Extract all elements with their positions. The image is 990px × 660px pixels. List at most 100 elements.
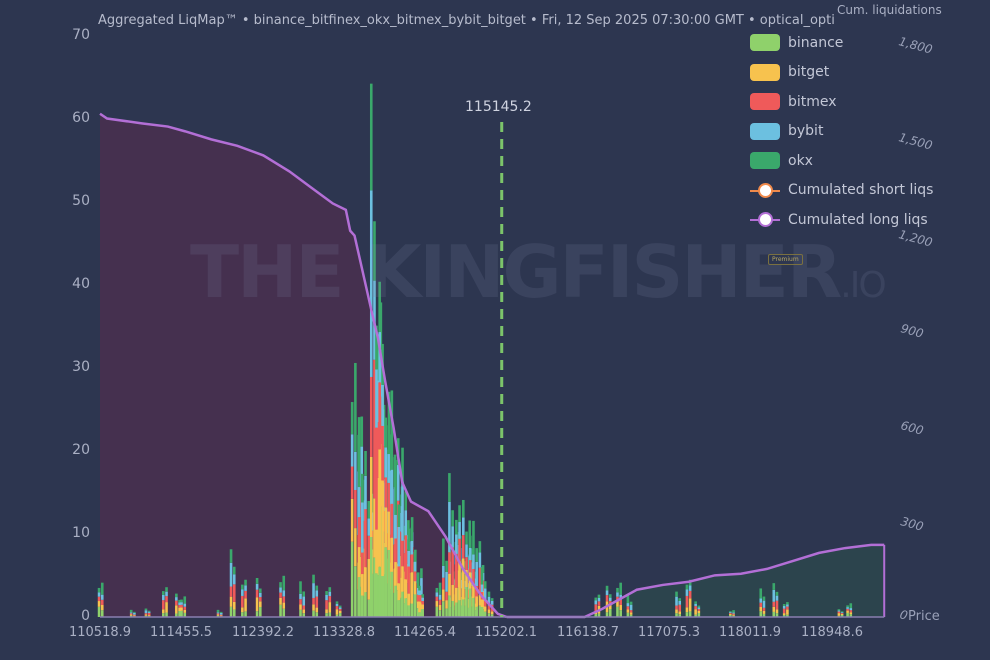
liq-bar-segment — [475, 561, 478, 587]
liq-bar-segment — [772, 601, 776, 607]
x-tick: 117075.3 — [637, 625, 701, 640]
liq-bar-segment — [373, 221, 376, 281]
liq-bar-segment — [147, 615, 151, 617]
liq-bar-segment — [472, 520, 475, 555]
liq-bar-segment — [435, 596, 439, 602]
liq-bar-segment — [688, 585, 692, 591]
liq-bar-segment — [849, 614, 853, 617]
short-line-marker-icon — [750, 182, 780, 199]
liq-bar-segment — [325, 600, 328, 610]
x-tick: 114265.4 — [393, 625, 457, 640]
liq-bar-segment — [451, 547, 454, 585]
liq-bar-segment — [594, 600, 598, 605]
liq-bar-segment — [465, 544, 468, 558]
liq-bar-segment — [413, 594, 417, 617]
liq-bar-segment — [594, 597, 598, 601]
liq-bar-segment — [442, 577, 445, 590]
liq-bar-segment — [404, 535, 408, 580]
liq-bar-segment — [608, 601, 612, 605]
liq-bar-segment — [697, 605, 701, 608]
liq-bar-segment — [759, 607, 763, 612]
liq-bar-segment — [840, 615, 844, 617]
legend-label: Cumulated long liqs — [788, 211, 928, 228]
liq-bar-segment — [357, 577, 361, 617]
liq-bar-segment — [410, 603, 414, 617]
liq-bar-segment — [175, 600, 178, 606]
liq-bar-segment — [678, 598, 682, 601]
legend-item-cumulated-short[interactable]: Cumulated short liqs — [750, 176, 933, 206]
liq-bar-segment — [369, 190, 373, 377]
liq-bar-segment — [325, 594, 328, 601]
liq-bar-segment — [244, 590, 247, 599]
liq-bar-segment — [397, 566, 401, 584]
y-left-tick: 40 — [72, 276, 90, 292]
liq-bar-segment — [445, 608, 448, 617]
liq-bar-segment — [175, 593, 178, 598]
liq-bar-segment — [478, 567, 482, 595]
liq-bar-segment — [594, 604, 598, 612]
legend-item-bitmex[interactable]: bitmex — [750, 87, 933, 117]
y-left-tick: 30 — [72, 359, 90, 375]
liq-bar-segment — [381, 480, 384, 577]
legend-item-bybit[interactable]: bybit — [750, 117, 933, 147]
liq-bar-segment — [367, 518, 371, 536]
liq-bar-segment — [369, 83, 373, 191]
liq-bar-segment — [782, 613, 786, 616]
liq-bar-segment — [616, 606, 619, 617]
liq-bar-segment — [299, 609, 302, 617]
liq-bar-segment — [762, 596, 766, 601]
liq-bar-segment — [279, 587, 282, 593]
liq-bar-segment — [282, 590, 286, 597]
liq-bar-segment — [442, 538, 445, 566]
liq-bar-segment — [338, 607, 342, 610]
liq-bar-segment — [629, 610, 633, 613]
liq-bar-segment — [465, 569, 468, 588]
x-tick: 118011.9 — [718, 625, 782, 640]
liq-bar-segment — [162, 609, 165, 614]
long-liqs-area — [100, 113, 507, 617]
liq-bar-segment — [369, 456, 373, 537]
liq-bar-segment — [458, 561, 461, 601]
liq-bar-segment — [732, 613, 735, 615]
liq-bar-segment — [455, 602, 458, 617]
liq-bar-segment — [373, 557, 376, 617]
liq-bar-segment — [232, 584, 236, 602]
liq-bar-segment — [299, 599, 302, 605]
liq-bar-segment — [216, 612, 220, 614]
liq-bar-segment — [335, 614, 339, 617]
legend-item-bitget[interactable]: bitget — [750, 58, 933, 88]
legend-item-okx[interactable]: okx — [750, 146, 933, 176]
liq-bar-segment — [435, 587, 439, 593]
liq-bar-segment — [165, 596, 168, 603]
liq-bar-segment — [597, 598, 601, 602]
liq-bar-segment — [350, 434, 354, 467]
liq-bar-segment — [605, 585, 609, 591]
liq-bar-segment — [451, 526, 454, 548]
liq-bar-segment — [849, 608, 853, 611]
legend-item-cumulated-long[interactable]: Cumulated long liqs — [750, 205, 933, 235]
liq-bar-segment — [315, 596, 319, 608]
legend-item-binance[interactable]: binance — [750, 28, 933, 58]
liq-bar-segment — [384, 547, 388, 617]
liq-bar-segment — [390, 503, 394, 538]
liq-bar-segment — [487, 605, 491, 610]
liq-bar-segment — [129, 612, 133, 614]
liq-bar-segment — [458, 538, 461, 562]
liq-bar-segment — [394, 562, 397, 586]
liq-bar-segment — [357, 517, 361, 548]
liq-bar-segment — [312, 610, 315, 617]
liq-bar-segment — [483, 600, 487, 607]
liq-bar-segment — [732, 614, 735, 616]
liq-bar-segment — [418, 590, 421, 596]
liq-bar-segment — [335, 609, 339, 615]
liq-bar-segment — [407, 520, 410, 535]
current-price-label: 115145.2 — [465, 99, 532, 115]
liq-bar-segment — [147, 612, 151, 616]
liq-bar-segment — [364, 450, 367, 476]
liq-bar-segment — [421, 594, 424, 598]
liq-bar-segment — [605, 595, 609, 602]
liq-bar-segment — [472, 554, 475, 569]
liq-bar-segment — [282, 575, 286, 591]
liq-bar-segment — [483, 606, 487, 612]
liq-bar-segment — [697, 607, 701, 610]
